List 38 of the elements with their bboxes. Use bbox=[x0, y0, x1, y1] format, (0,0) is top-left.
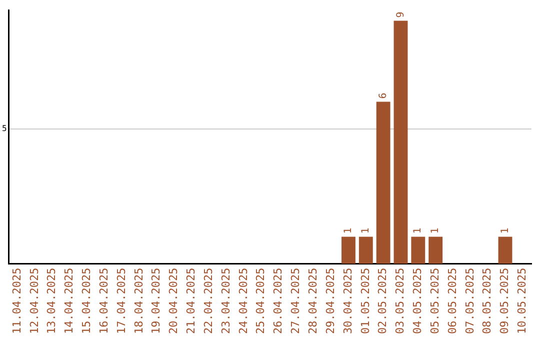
x-tick-label: 28.04.2025 bbox=[306, 268, 320, 334]
x-tick-label: 23.04.2025 bbox=[219, 268, 232, 334]
x-tick-label: 11.04.2025 bbox=[10, 268, 24, 334]
x-tick-label: 05.05.2025 bbox=[428, 268, 442, 334]
x-tick-label: 21.04.2025 bbox=[184, 268, 198, 334]
x-tick-label: 06.05.2025 bbox=[446, 268, 459, 334]
x-tick-label: 02.05.2025 bbox=[376, 268, 390, 334]
x-tick-label: 20.04.2025 bbox=[167, 268, 180, 334]
x-tick-label: 26.04.2025 bbox=[272, 268, 285, 334]
data-label: 1 bbox=[343, 228, 354, 234]
x-tick-label: 13.04.2025 bbox=[45, 268, 58, 334]
x-tick-label: 07.05.2025 bbox=[463, 268, 476, 334]
x-tick-label: 12.04.2025 bbox=[28, 268, 41, 334]
data-label: 1 bbox=[430, 228, 442, 234]
x-tick-label: 29.04.2025 bbox=[324, 268, 337, 334]
x-tick-label: 18.04.2025 bbox=[132, 268, 146, 334]
x-tick-label: 14.04.2025 bbox=[62, 268, 76, 334]
x-tick-label: 10.05.2025 bbox=[516, 268, 529, 334]
x-tick-label: 24.04.2025 bbox=[236, 268, 250, 334]
x-tick-label: 16.04.2025 bbox=[97, 268, 110, 334]
x-tick-label: 08.05.2025 bbox=[480, 268, 494, 334]
x-tick-label: 09.05.2025 bbox=[498, 268, 512, 334]
data-label: 1 bbox=[500, 228, 511, 234]
x-tick-label: 03.05.2025 bbox=[394, 268, 407, 334]
x-tick-label: 01.05.2025 bbox=[358, 268, 372, 334]
x-tick-label: 22.04.2025 bbox=[202, 268, 215, 334]
y-tick-label: 5 bbox=[2, 124, 7, 133]
data-label: 1 bbox=[360, 228, 372, 234]
x-tick-label: 27.04.2025 bbox=[289, 268, 302, 334]
x-tick-label: 19.04.2025 bbox=[150, 268, 163, 334]
x-tick-label: 30.04.2025 bbox=[341, 268, 354, 334]
x-tick-label: 25.04.2025 bbox=[254, 268, 268, 334]
x-tick-label: 17.04.2025 bbox=[114, 268, 128, 334]
data-label: 6 bbox=[378, 92, 389, 99]
x-tick-label: 15.04.2025 bbox=[80, 268, 94, 334]
x-tick-label: 04.05.2025 bbox=[411, 268, 424, 334]
data-label: 1 bbox=[412, 228, 424, 234]
data-label: 9 bbox=[395, 12, 406, 18]
